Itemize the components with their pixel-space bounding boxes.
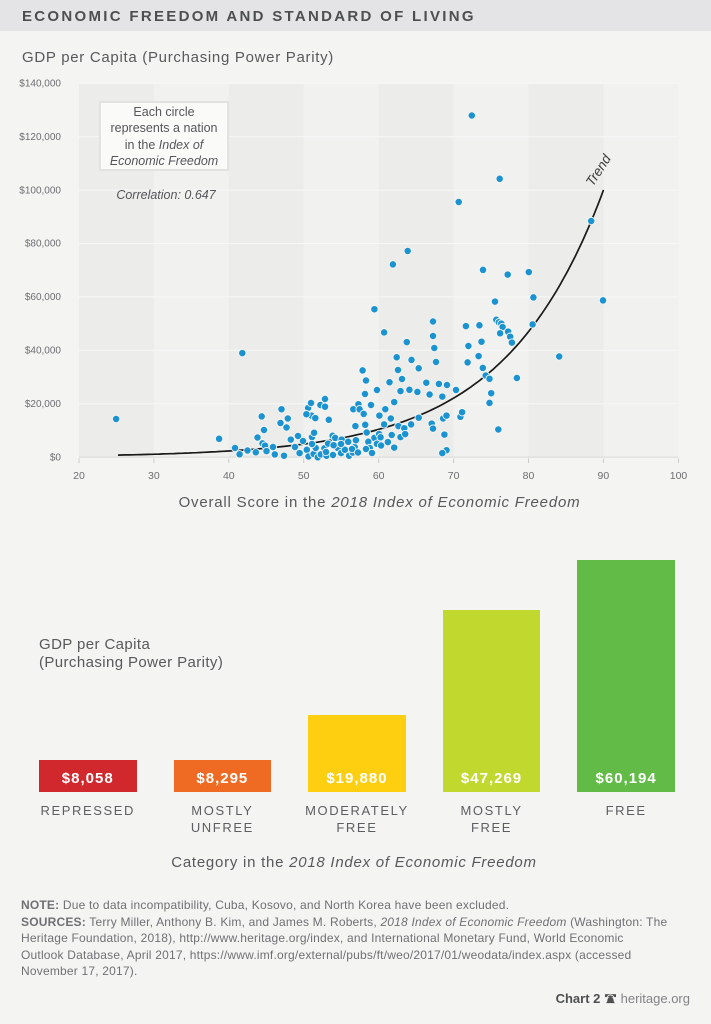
svg-text:30: 30 <box>148 470 160 482</box>
svg-text:80: 80 <box>523 470 535 482</box>
svg-text:$120,000: $120,000 <box>19 132 61 143</box>
svg-text:20: 20 <box>73 470 85 482</box>
svg-text:90: 90 <box>598 470 610 482</box>
svg-text:70: 70 <box>448 470 460 482</box>
svg-text:$60,000: $60,000 <box>25 292 62 303</box>
svg-text:$0: $0 <box>50 452 62 463</box>
svg-text:$140,000: $140,000 <box>19 79 61 90</box>
svg-text:$20,000: $20,000 <box>25 399 62 410</box>
svg-text:60: 60 <box>373 470 385 482</box>
svg-text:$80,000: $80,000 <box>25 239 62 250</box>
svg-text:100: 100 <box>670 470 688 482</box>
svg-text:$40,000: $40,000 <box>25 346 62 357</box>
svg-text:50: 50 <box>298 470 310 482</box>
svg-text:$100,000: $100,000 <box>19 185 61 196</box>
svg-text:40: 40 <box>223 470 235 482</box>
